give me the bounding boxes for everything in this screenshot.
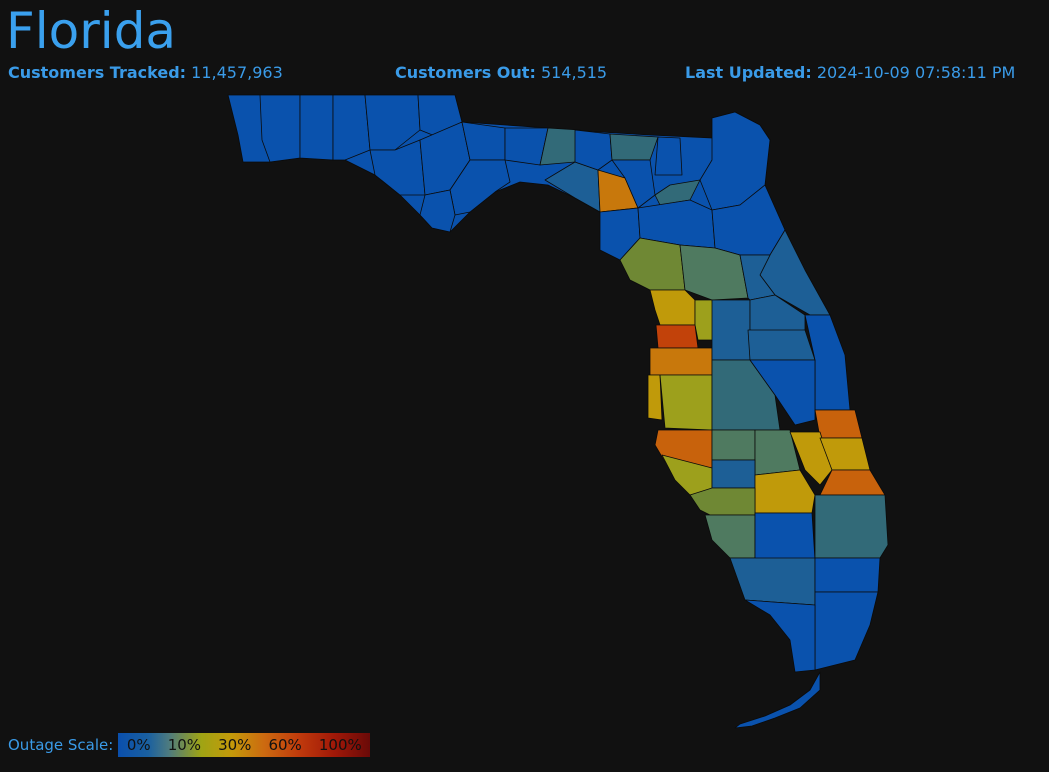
page-title: Florida	[6, 2, 177, 60]
county[interactable]	[754, 469, 816, 514]
county[interactable]	[364, 94, 421, 151]
county[interactable]	[729, 557, 816, 606]
county[interactable]	[814, 591, 879, 671]
scale-tick: 0%	[126, 736, 151, 754]
county[interactable]	[704, 514, 756, 559]
county[interactable]	[814, 557, 881, 593]
outage-scale-legend: Outage Scale: 0% 10% 30% 60% 100%	[8, 733, 371, 757]
customers-tracked-value: 11,457,963	[191, 63, 283, 82]
county[interactable]	[419, 189, 456, 233]
county[interactable]	[711, 299, 751, 361]
county[interactable]	[659, 374, 713, 431]
last-updated-label: Last Updated:	[685, 63, 812, 82]
county[interactable]	[259, 94, 301, 163]
county[interactable]	[819, 469, 886, 496]
outage-scale-label: Outage Scale:	[8, 736, 114, 754]
county[interactable]	[609, 133, 659, 161]
county[interactable]	[574, 129, 613, 171]
county[interactable]	[689, 487, 756, 516]
county[interactable]	[754, 512, 816, 561]
county[interactable]	[649, 347, 713, 376]
county[interactable]	[711, 429, 756, 461]
county[interactable]	[611, 159, 656, 209]
county[interactable]	[332, 94, 371, 161]
county[interactable]	[449, 159, 511, 216]
last-updated-stat: Last Updated: 2024-10-09 07:58:11 PM	[685, 63, 1015, 82]
florida-keys[interactable]	[734, 671, 821, 729]
county[interactable]	[654, 136, 683, 176]
customers-tracked-stat: Customers Tracked: 11,457,963	[8, 63, 283, 82]
county[interactable]	[461, 121, 506, 161]
county[interactable]	[749, 359, 816, 426]
customers-tracked-label: Customers Tracked:	[8, 63, 187, 82]
county[interactable]	[789, 431, 833, 486]
county[interactable]	[744, 599, 816, 673]
scale-tick: 10%	[167, 736, 202, 754]
county[interactable]	[814, 494, 889, 559]
scale-tick: 60%	[268, 736, 302, 754]
county[interactable]	[747, 329, 816, 361]
county[interactable]	[647, 374, 663, 421]
county[interactable]	[655, 324, 699, 349]
county[interactable]	[649, 289, 696, 326]
customers-out-value: 514,515	[540, 63, 608, 82]
outage-scale-bar: 0% 10% 30% 60% 100%	[118, 733, 371, 757]
customers-out-label: Customers Out:	[395, 63, 536, 82]
last-updated-value: 2024-10-09 07:58:11 PM	[816, 63, 1016, 82]
scale-tick: 100%	[318, 736, 362, 754]
county[interactable]	[814, 409, 863, 439]
county[interactable]	[299, 94, 334, 161]
county[interactable]	[654, 179, 701, 206]
customers-out-stat: Customers Out: 514,515	[395, 63, 607, 82]
scale-tick: 30%	[218, 736, 252, 754]
county[interactable]	[711, 459, 756, 489]
